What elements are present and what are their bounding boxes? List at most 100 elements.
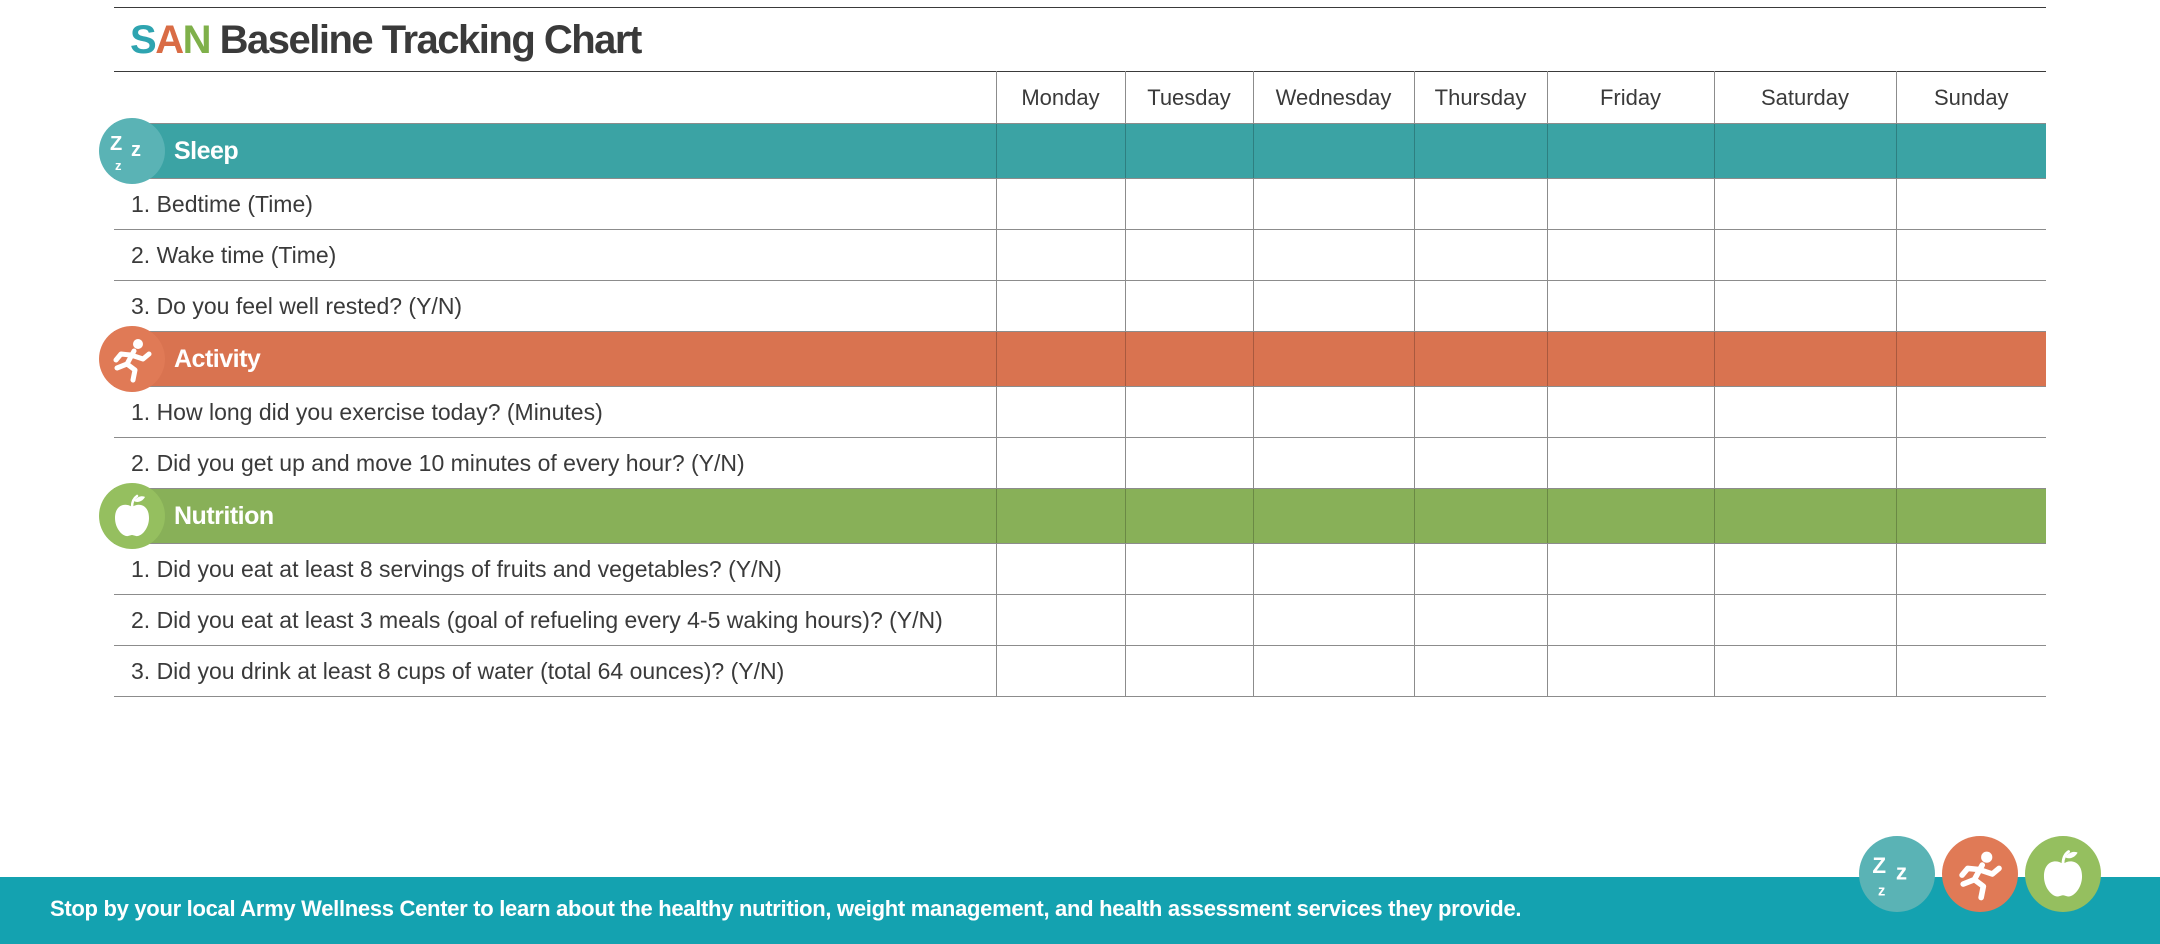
entry-cell[interactable] <box>1252 178 1414 230</box>
question-label: 2. Wake time (Time) <box>114 229 996 281</box>
day-header-saturday: Saturday <box>1713 71 1896 124</box>
apple-icon <box>99 483 165 549</box>
entry-cell[interactable] <box>995 594 1125 646</box>
entry-cell[interactable] <box>1124 280 1253 332</box>
entry-cell[interactable] <box>1546 386 1714 438</box>
tracking-table: Monday Tuesday Wednesday Thursday Friday… <box>99 71 2046 697</box>
section-cell <box>1252 331 1414 387</box>
entry-cell[interactable] <box>1713 437 1896 489</box>
entry-cell[interactable] <box>1413 229 1547 281</box>
question-row: 1. How long did you exercise today? (Min… <box>114 386 2046 438</box>
entry-cell[interactable] <box>1124 229 1253 281</box>
svg-text:z: z <box>1896 860 1907 885</box>
entry-cell[interactable] <box>995 645 1125 697</box>
section-cell <box>1895 123 2046 179</box>
entry-cell[interactable] <box>1413 645 1547 697</box>
entry-cell[interactable] <box>1546 437 1714 489</box>
section-cell <box>995 331 1125 387</box>
section-cell <box>995 123 1125 179</box>
entry-cell[interactable] <box>1713 645 1896 697</box>
section-cell <box>1252 488 1414 544</box>
entry-cell[interactable] <box>1713 178 1896 230</box>
entry-cell[interactable] <box>995 543 1125 595</box>
entry-cell[interactable] <box>1546 645 1714 697</box>
day-header-friday: Friday <box>1546 71 1714 124</box>
entry-cell[interactable] <box>1124 594 1253 646</box>
question-label: 1. Did you eat at least 8 servings of fr… <box>114 543 996 595</box>
section-title-sleep: Sleep <box>174 137 239 165</box>
section-row-nutrition: Nutrition <box>99 483 2046 549</box>
entry-cell[interactable] <box>1895 229 2046 281</box>
section-cell <box>1124 488 1253 544</box>
svg-text:z: z <box>131 139 141 161</box>
section-cell <box>1546 488 1714 544</box>
question-label: 2. Did you eat at least 3 meals (goal of… <box>114 594 996 646</box>
entry-cell[interactable] <box>1413 280 1547 332</box>
footer-text: Stop by your local Army Wellness Center … <box>50 896 1522 921</box>
entry-cell[interactable] <box>1546 178 1714 230</box>
entry-cell[interactable] <box>1713 543 1896 595</box>
entry-cell[interactable] <box>1413 386 1547 438</box>
section-label-cell: Activity <box>99 326 996 392</box>
entry-cell[interactable] <box>1124 386 1253 438</box>
entry-cell[interactable] <box>1124 543 1253 595</box>
sleep-zz-icon: Z z z <box>99 118 165 184</box>
section-cell <box>1413 488 1547 544</box>
question-row: 2. Did you eat at least 3 meals (goal of… <box>114 594 2046 646</box>
entry-cell[interactable] <box>1124 178 1253 230</box>
section-label-cell: Z z z Sleep <box>99 118 996 184</box>
section-title-nutrition: Nutrition <box>174 502 274 530</box>
entry-cell[interactable] <box>1713 229 1896 281</box>
entry-cell[interactable] <box>1252 229 1414 281</box>
entry-cell[interactable] <box>1713 280 1896 332</box>
title-letter-s: S <box>130 18 157 62</box>
header-row: Monday Tuesday Wednesday Thursday Friday… <box>114 71 2046 124</box>
entry-cell[interactable] <box>1252 386 1414 438</box>
entry-cell[interactable] <box>1895 386 2046 438</box>
entry-cell[interactable] <box>1413 178 1547 230</box>
entry-cell[interactable] <box>1713 386 1896 438</box>
entry-cell[interactable] <box>1895 543 2046 595</box>
entry-cell[interactable] <box>1413 543 1547 595</box>
entry-cell[interactable] <box>1895 594 2046 646</box>
entry-cell[interactable] <box>1895 178 2046 230</box>
entry-cell[interactable] <box>995 280 1125 332</box>
entry-cell[interactable] <box>1895 645 2046 697</box>
entry-cell[interactable] <box>1413 437 1547 489</box>
section-row-sleep: Z z z Sleep <box>99 118 2046 184</box>
question-label: 3. Did you drink at least 8 cups of wate… <box>114 645 996 697</box>
section-cell <box>1124 331 1253 387</box>
question-label: 3. Do you feel well rested? (Y/N) <box>114 280 996 332</box>
question-row: 2. Wake time (Time) <box>114 229 2046 281</box>
entry-cell[interactable] <box>995 178 1125 230</box>
section-cell <box>1713 123 1896 179</box>
entry-cell[interactable] <box>1252 437 1414 489</box>
entry-cell[interactable] <box>1252 280 1414 332</box>
question-row: 2. Did you get up and move 10 minutes of… <box>114 437 2046 489</box>
entry-cell[interactable] <box>995 386 1125 438</box>
entry-cell[interactable] <box>995 229 1125 281</box>
page-title: SAN Baseline Tracking Chart <box>130 18 642 63</box>
entry-cell[interactable] <box>1713 594 1896 646</box>
section-cell <box>1713 488 1896 544</box>
svg-text:Z: Z <box>110 133 122 155</box>
entry-cell[interactable] <box>1413 594 1547 646</box>
entry-cell[interactable] <box>1252 543 1414 595</box>
entry-cell[interactable] <box>1546 280 1714 332</box>
section-cell <box>1895 331 2046 387</box>
entry-cell[interactable] <box>995 437 1125 489</box>
title-letter-n: N <box>182 18 212 62</box>
entry-cell[interactable] <box>1546 594 1714 646</box>
entry-cell[interactable] <box>1895 437 2046 489</box>
entry-cell[interactable] <box>1252 645 1414 697</box>
section-cell <box>1124 123 1253 179</box>
entry-cell[interactable] <box>1124 437 1253 489</box>
entry-cell[interactable] <box>1546 229 1714 281</box>
entry-cell[interactable] <box>1252 594 1414 646</box>
section-title-activity: Activity <box>174 345 261 373</box>
section-cell <box>1713 331 1896 387</box>
runner-icon <box>99 326 165 392</box>
entry-cell[interactable] <box>1546 543 1714 595</box>
entry-cell[interactable] <box>1124 645 1253 697</box>
entry-cell[interactable] <box>1895 280 2046 332</box>
